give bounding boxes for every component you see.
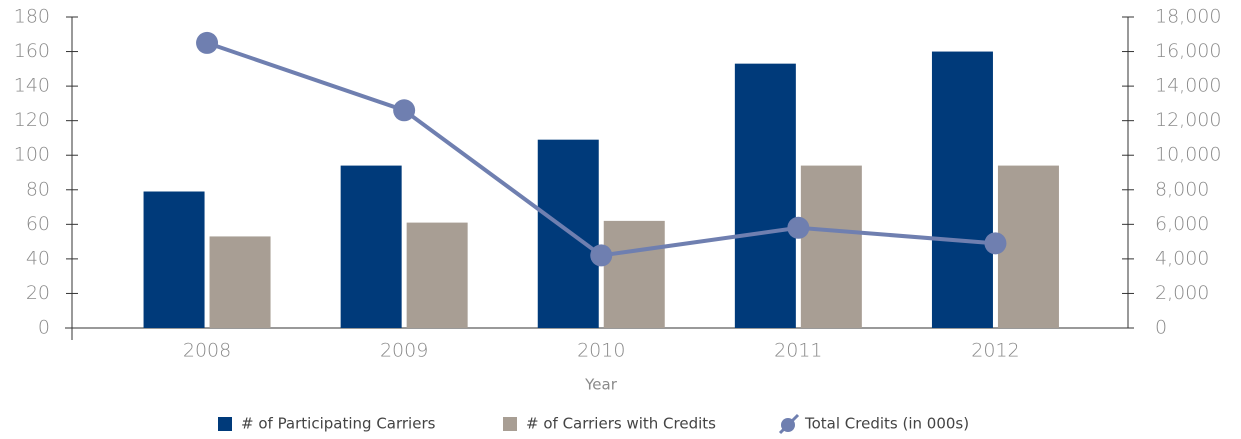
bar — [734, 63, 796, 329]
y2-tick-label: 16,000 — [1155, 40, 1221, 62]
bar — [997, 165, 1059, 328]
x-tick-label: 2011 — [774, 340, 822, 362]
y2-tick-label: 10,000 — [1155, 144, 1221, 166]
y2-tick-label: 12,000 — [1155, 109, 1221, 131]
line-marker — [984, 232, 1007, 255]
bar — [537, 139, 599, 328]
y2-tick-label: 18,000 — [1155, 6, 1221, 28]
line-marker — [787, 216, 810, 239]
legend-label: # of Participating Carriers — [241, 415, 436, 433]
x-tick-label: 2012 — [971, 340, 1019, 362]
y-tick-label: 40 — [26, 247, 50, 269]
bar — [143, 191, 205, 328]
x-tick-label: 2009 — [380, 340, 428, 362]
bar — [800, 165, 862, 328]
y2-tick-label: 14,000 — [1155, 75, 1221, 97]
y-tick-label: 180 — [14, 6, 50, 28]
y2-tick-label: 0 — [1155, 317, 1167, 339]
y-tick-label: 100 — [14, 144, 50, 166]
y2-tick-label: 2,000 — [1155, 282, 1209, 304]
line-marker — [196, 31, 219, 54]
legend-swatch — [503, 417, 517, 431]
bar — [406, 222, 468, 328]
y-tick-label: 160 — [14, 40, 50, 62]
x-tick-label: 2010 — [577, 340, 625, 362]
legend-swatch — [781, 418, 795, 432]
line — [206, 41, 996, 258]
y-tick-label: 80 — [26, 178, 50, 200]
x-tick-label: 2008 — [183, 340, 231, 362]
bar — [340, 165, 402, 328]
line-marker — [393, 99, 416, 122]
y-tick-label: 120 — [14, 109, 50, 131]
y2-tick-label: 4,000 — [1155, 247, 1209, 269]
y-tick-label: 0 — [38, 317, 50, 339]
legend-swatch — [218, 417, 232, 431]
bar — [931, 51, 993, 329]
y-tick-label: 60 — [26, 213, 50, 235]
legend-label: # of Carriers with Credits — [526, 415, 716, 433]
line-marker — [590, 244, 613, 267]
y-tick-label: 20 — [26, 282, 50, 304]
y2-tick-label: 8,000 — [1155, 178, 1209, 200]
y-tick-label: 140 — [14, 75, 50, 97]
legend-label: Total Credits (in 000s) — [804, 415, 969, 433]
x-axis-label: Year — [584, 376, 618, 394]
y2-tick-label: 6,000 — [1155, 213, 1209, 235]
bar — [209, 236, 271, 328]
bar — [603, 220, 665, 328]
